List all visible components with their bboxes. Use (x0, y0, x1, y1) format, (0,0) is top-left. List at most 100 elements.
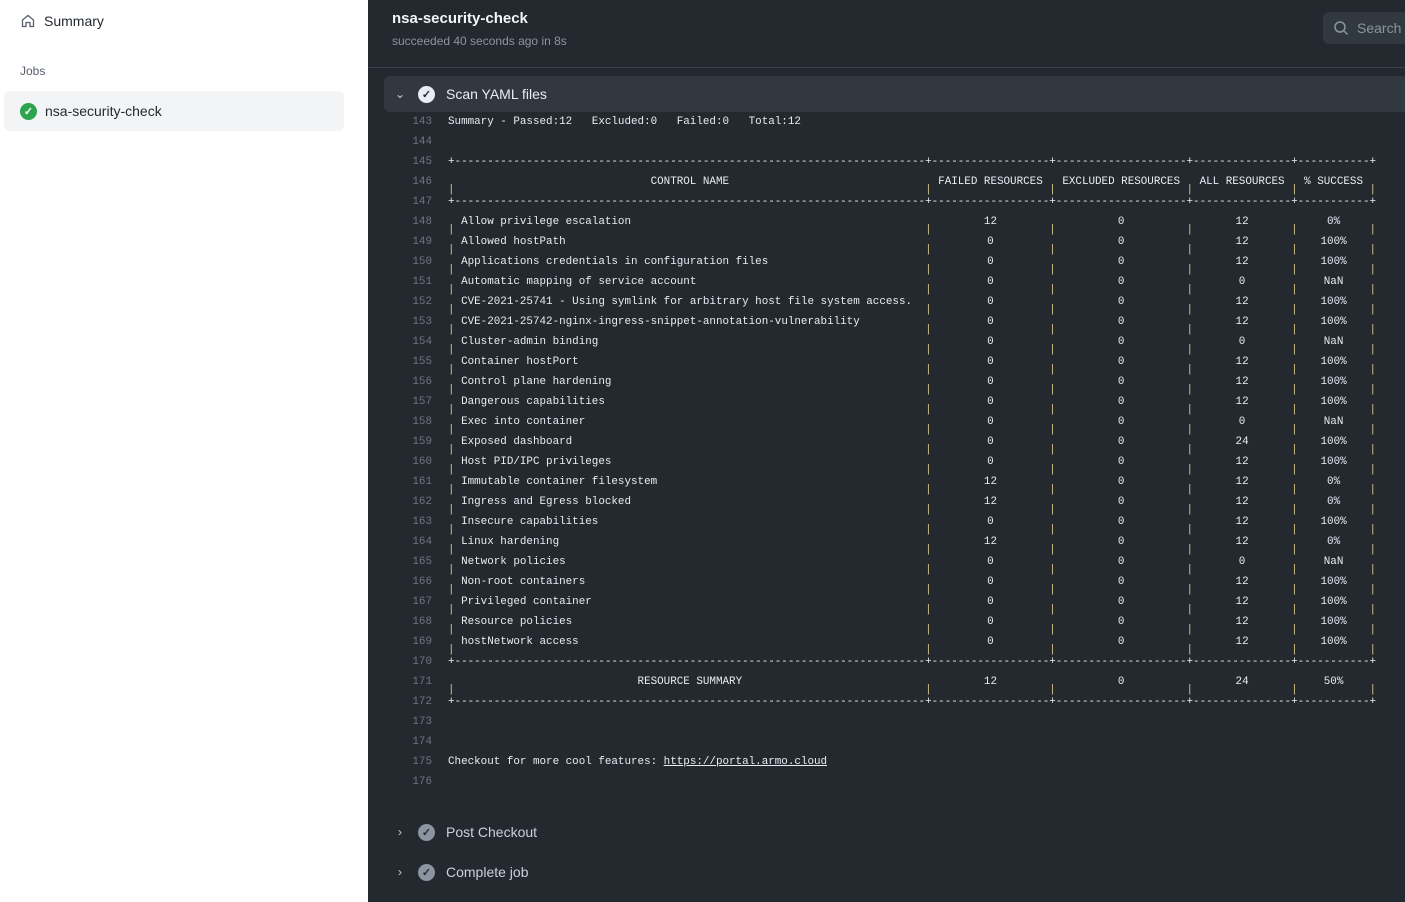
table-pipe: | (925, 184, 932, 196)
portal-link[interactable]: https://portal.armo.cloud (663, 756, 828, 768)
table-pipe: | (1049, 384, 1056, 396)
job-log-panel: nsa-security-check succeeded 40 seconds … (368, 0, 1405, 902)
log-line: 147 +------------------------------------… (368, 192, 1405, 212)
table-pipe: | (1291, 384, 1298, 396)
table-cell: 12 (1235, 636, 1249, 648)
line-text: +---------------------------------------… (448, 196, 1377, 208)
table-pipe: | (448, 464, 455, 476)
table-pipe: | (448, 304, 455, 316)
log-line: 152 | CVE-2021-25741 - Using symlink for a… (368, 292, 1405, 316)
table-cell: Allow privilege escalation (461, 216, 631, 228)
table-pipe: | (925, 364, 932, 376)
table-pipe: | (925, 264, 932, 276)
table-cell: Insecure capabilities (461, 516, 599, 528)
line-text: |Network policies|0|0|0|NaN| (448, 552, 1376, 576)
table-cell: 0% (1327, 536, 1341, 548)
line-text: |Host PID/IPC privileges|0|0|12|100%| (448, 452, 1376, 476)
table-cell: 100% (1320, 356, 1347, 368)
line-number: 143 (412, 116, 432, 128)
table-cell: 0 (987, 276, 994, 288)
table-pipe: | (1291, 604, 1298, 616)
search-logs-input[interactable]: Search logs (1323, 12, 1405, 44)
log-line: 176 (368, 772, 1405, 792)
table-pipe: | (1186, 544, 1194, 556)
table-cell: Cluster-admin binding (461, 336, 599, 348)
line-text: |Allowed hostPath|0|0|12|100%| (448, 232, 1376, 256)
table-pipe: | (448, 324, 455, 336)
table-pipe: | (448, 264, 455, 276)
table-pipe: | (925, 224, 932, 236)
table-pipe: | (1291, 224, 1298, 236)
table-cell: 0 (1117, 336, 1125, 348)
sidebar-job-item[interactable]: ✓ nsa-security-check (4, 91, 344, 131)
table-cell: 0 (987, 436, 994, 448)
table-pipe: | (1049, 424, 1056, 436)
table-cell: 0 (987, 596, 994, 608)
table-cell: 12 (1235, 236, 1249, 248)
table-cell: 100% (1320, 256, 1347, 268)
log-line: 159 |Exposed dashboard|0|0|24|100%| (368, 432, 1405, 456)
chevron-right-icon: › (398, 825, 402, 839)
table-pipe: | (448, 384, 455, 396)
line-text: Summary - Passed:12 Excluded:0 Failed:0 … (448, 116, 801, 128)
table-cell: 12 (1235, 396, 1249, 408)
sidebar-summary-link[interactable]: Summary (20, 13, 104, 29)
table-cell: 0 (1117, 596, 1125, 608)
table-pipe: | (1291, 684, 1298, 696)
table-cell: 0 (987, 576, 994, 588)
line-number: 174 (412, 736, 432, 748)
table-pipe: | (1049, 464, 1056, 476)
table-pipe: | (1186, 624, 1194, 636)
table-pipe: | (1186, 264, 1194, 276)
line-text: | CVE-2021-25742-nginx-ingress-snippet-an… (448, 312, 1376, 336)
log-line: 155 |Container hostPort|0|0|12|100%| (368, 352, 1405, 376)
table-pipe: | (1049, 224, 1056, 236)
line-number: 152 (412, 296, 432, 308)
log-line: 173 (368, 712, 1405, 732)
table-cell: Resource policies (461, 616, 573, 628)
sidebar: Summary Jobs ✓ nsa-security-check (0, 0, 368, 902)
log-line: 162 | Ingress and Egress blocked | 12 | 0 | 12 | 0… (368, 492, 1405, 516)
log-line: 149 |Allowed hostPath|0|0|12|100%| (368, 232, 1405, 256)
table-pipe: | (925, 284, 932, 296)
search-icon (1334, 21, 1349, 36)
line-number: 156 (412, 376, 432, 388)
table-cell: 0 (1117, 216, 1125, 228)
table-cell: 0 (987, 336, 994, 348)
table-pipe: | (1186, 504, 1194, 516)
line-text: |Ingress and Egress blocked|12|0|12|0%| (448, 492, 1376, 516)
table-cell: 0 (1117, 316, 1125, 328)
step-scan-yaml[interactable]: ⌄ ✓ Scan YAML files (384, 76, 1405, 112)
table-cell: 0 (1238, 416, 1246, 428)
table-pipe: | (1291, 404, 1298, 416)
table-pipe: | (1186, 524, 1194, 536)
table-pipe: | (1049, 524, 1056, 536)
log-line: 151 | Automatic mapping of service account… (368, 272, 1405, 296)
line-number: 173 (412, 716, 432, 728)
table-pipe: | (448, 504, 455, 516)
table-pipe: | (448, 444, 455, 456)
line-text: |Exec into container|0|0|0|NaN| (448, 412, 1376, 436)
log-line: 157 |Dangerous capabilities|0|0|12|100%| (368, 392, 1405, 416)
table-pipe: | (925, 544, 932, 556)
line-number: 161 (412, 476, 432, 488)
table-pipe: | (925, 564, 932, 576)
line-text: | CVE-2021-25741 - Using symlink for arbi… (448, 292, 1376, 316)
table-pipe: | (1291, 264, 1298, 276)
step-complete-job[interactable]: › ✓ Complete job (384, 854, 1405, 890)
line-number: 148 (412, 216, 432, 228)
table-cell: 0 (987, 636, 994, 648)
line-text: |Container hostPort|0|0|12|100%| (448, 352, 1376, 376)
table-cell: 12 (1235, 596, 1249, 608)
table-pipe: | (1186, 584, 1194, 596)
line-text: | CONTROL NAME | FAILED RESOURCES | EXCLUDED … (448, 172, 1376, 196)
step-post-checkout[interactable]: › ✓ Post Checkout (384, 814, 1405, 850)
job-label: nsa-security-check (45, 103, 162, 119)
table-pipe: | (925, 524, 932, 536)
table-pipe: | (925, 244, 932, 256)
table-pipe: | (1049, 604, 1056, 616)
table-cell: 0 (1117, 376, 1125, 388)
table-cell: 12 (983, 476, 997, 488)
table-cell: 0 (1117, 556, 1125, 568)
table-cell: 0% (1327, 496, 1341, 508)
